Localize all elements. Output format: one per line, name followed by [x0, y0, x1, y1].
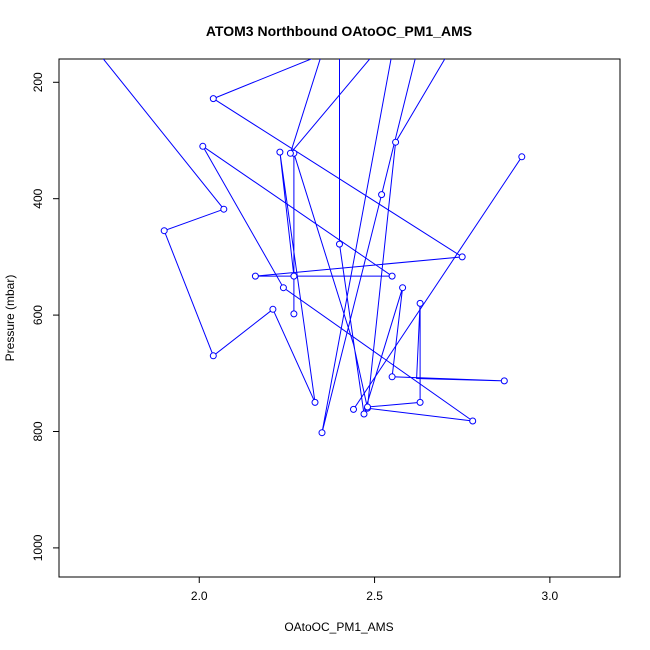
- data-point: [220, 205, 228, 213]
- data-point: [311, 398, 319, 406]
- data-point: [364, 403, 371, 411]
- data-point: [469, 417, 477, 425]
- data-point: [290, 310, 298, 318]
- data-point: [290, 272, 298, 280]
- data-point: [269, 305, 277, 313]
- data-point: [416, 398, 424, 406]
- x-axis: 2.0 2.5 3.0: [191, 577, 559, 603]
- x-tick-label: 2.0: [191, 589, 208, 603]
- data-point: [458, 253, 466, 261]
- data-point: [500, 377, 508, 385]
- data-point: [209, 352, 217, 360]
- series-line: [353, 156, 523, 410]
- plot-area: [102, 59, 526, 437]
- data-point: [251, 272, 259, 280]
- x-axis-label: OAtoOC_PM1_AMS: [284, 620, 393, 634]
- data-point: [350, 405, 357, 413]
- data-point: [318, 429, 326, 437]
- data-point: [286, 149, 294, 157]
- y-tick-label: 1000: [31, 534, 45, 561]
- data-point: [276, 148, 284, 156]
- data-point: [399, 284, 407, 292]
- data-point: [378, 191, 386, 199]
- data-point: [388, 373, 396, 381]
- y-tick-label: 400: [31, 188, 45, 208]
- data-point: [279, 284, 287, 292]
- x-tick-label: 3.0: [542, 589, 559, 603]
- y-tick-label: 600: [31, 305, 45, 325]
- data-point: [209, 95, 217, 103]
- chart-title: ATOM3 Northbound OAtoOC_PM1_AMS: [206, 23, 472, 39]
- data-point: [388, 272, 396, 280]
- y-axis: 200 400 600 800 1000: [31, 72, 59, 561]
- x-tick-label: 2.5: [366, 589, 383, 603]
- data-point: [360, 410, 368, 418]
- data-point: [336, 240, 343, 248]
- y-axis-label: Pressure (mbar): [3, 275, 17, 362]
- y-tick-label: 200: [31, 72, 45, 92]
- data-point: [199, 142, 207, 150]
- data-point: [416, 299, 424, 307]
- series-line: [102, 59, 505, 433]
- data-point: [160, 227, 168, 235]
- y-tick-label: 800: [31, 421, 45, 441]
- data-point: [392, 138, 400, 146]
- data-point: [518, 153, 526, 161]
